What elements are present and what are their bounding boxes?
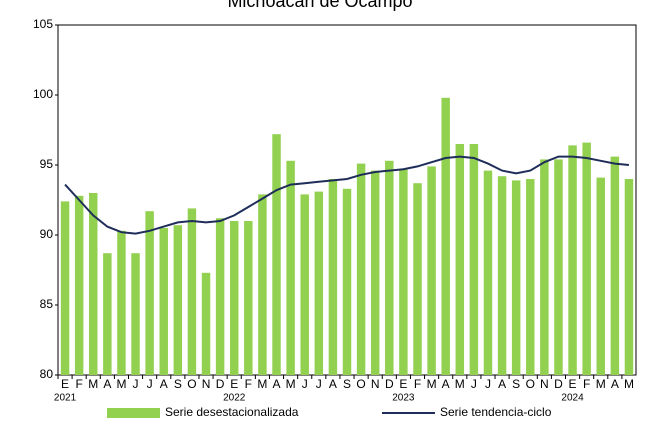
x-tick-label: M xyxy=(624,377,634,391)
bar xyxy=(103,253,112,375)
x-tick-label: J xyxy=(133,377,139,391)
x-tick-label: D xyxy=(216,377,225,391)
y-tick-label: 90 xyxy=(40,227,54,241)
bar xyxy=(145,211,154,375)
bar xyxy=(469,144,479,375)
bar xyxy=(314,191,324,375)
bar xyxy=(455,144,465,375)
bar xyxy=(117,230,126,375)
bar xyxy=(427,166,436,375)
bar xyxy=(385,160,394,375)
bar xyxy=(610,156,620,375)
x-tick-label: E xyxy=(61,377,69,391)
x-tick-label: S xyxy=(512,377,520,391)
x-tick-label: N xyxy=(540,377,549,391)
bar xyxy=(215,218,225,375)
x-tick-label: A xyxy=(498,377,506,391)
x-tick-label: M xyxy=(257,377,267,391)
legend-label: Serie desestacionalizada xyxy=(165,405,299,419)
trend-line xyxy=(64,155,630,235)
bar xyxy=(173,225,183,375)
legend-label: Serie tendencia-ciclo xyxy=(440,405,552,419)
x-tick-label: D xyxy=(385,377,394,391)
bar xyxy=(554,159,563,375)
bar xyxy=(413,183,422,375)
x-tick-label: O xyxy=(526,377,535,391)
x-tick-label: A xyxy=(329,377,337,391)
bar xyxy=(356,163,366,375)
y-tick-label: 85 xyxy=(40,297,54,311)
bar xyxy=(300,194,309,375)
x-tick-label: N xyxy=(371,377,380,391)
x-tick-label: A xyxy=(103,377,111,391)
x-tick-label: N xyxy=(202,377,211,391)
x-tick-label: M xyxy=(596,377,606,391)
bar xyxy=(244,221,253,375)
year-label: 2021 xyxy=(54,393,77,404)
chart-title: Michoacán de Ocampo xyxy=(227,0,412,11)
bar xyxy=(131,253,140,375)
x-tick-label: J xyxy=(302,377,308,391)
year-label: 2022 xyxy=(223,393,246,404)
x-tick-label: F xyxy=(583,377,590,391)
bar xyxy=(582,142,591,375)
x-tick-label: J xyxy=(485,377,491,391)
x-tick-label: A xyxy=(611,377,619,391)
bar xyxy=(370,170,380,375)
x-tick-label: J xyxy=(471,377,477,391)
x-tick-label: M xyxy=(427,377,437,391)
x-tick-label: O xyxy=(356,377,365,391)
x-tick-label: S xyxy=(343,377,351,391)
bar xyxy=(596,177,605,375)
bar xyxy=(159,228,168,375)
x-tick-label: F xyxy=(414,377,421,391)
bar xyxy=(328,179,338,375)
bar xyxy=(229,221,239,375)
x-tick-label: E xyxy=(399,377,407,391)
x-tick-label: J xyxy=(316,377,322,391)
bar xyxy=(540,159,549,375)
bar xyxy=(399,169,408,375)
bar xyxy=(526,179,535,375)
x-tick-label: A xyxy=(160,377,168,391)
bar xyxy=(624,179,634,375)
x-tick-label: A xyxy=(442,377,450,391)
year-label: 2023 xyxy=(392,393,415,404)
y-tick-label: 95 xyxy=(40,157,54,171)
x-tick-label: J xyxy=(147,377,153,391)
bar xyxy=(511,180,521,375)
bar xyxy=(441,97,450,376)
x-tick-label: S xyxy=(174,377,182,391)
x-tick-label: A xyxy=(273,377,281,391)
bar xyxy=(89,193,98,375)
x-tick-label: M xyxy=(116,377,126,391)
x-tick-label: M xyxy=(455,377,465,391)
bar xyxy=(60,201,70,375)
x-tick-label: F xyxy=(75,377,82,391)
bar xyxy=(272,134,281,375)
bar xyxy=(258,194,267,375)
x-tick-label: M xyxy=(286,377,296,391)
bar xyxy=(497,176,507,375)
x-tick-label: M xyxy=(88,377,98,391)
year-label: 2024 xyxy=(561,393,584,404)
bar xyxy=(342,188,352,375)
legend-swatch xyxy=(107,408,160,418)
y-tick-label: 100 xyxy=(33,87,53,101)
x-tick-label: E xyxy=(230,377,238,391)
x-tick-label: O xyxy=(187,377,196,391)
y-tick-label: 80 xyxy=(40,367,54,381)
y-tick-label: 105 xyxy=(33,17,53,31)
bar xyxy=(568,145,577,375)
bar xyxy=(483,170,493,375)
bar xyxy=(187,208,197,375)
bar xyxy=(74,195,84,375)
bar xyxy=(286,160,295,375)
x-tick-label: D xyxy=(554,377,563,391)
bar xyxy=(201,272,211,375)
x-tick-label: F xyxy=(245,377,252,391)
x-tick-label: E xyxy=(569,377,577,391)
